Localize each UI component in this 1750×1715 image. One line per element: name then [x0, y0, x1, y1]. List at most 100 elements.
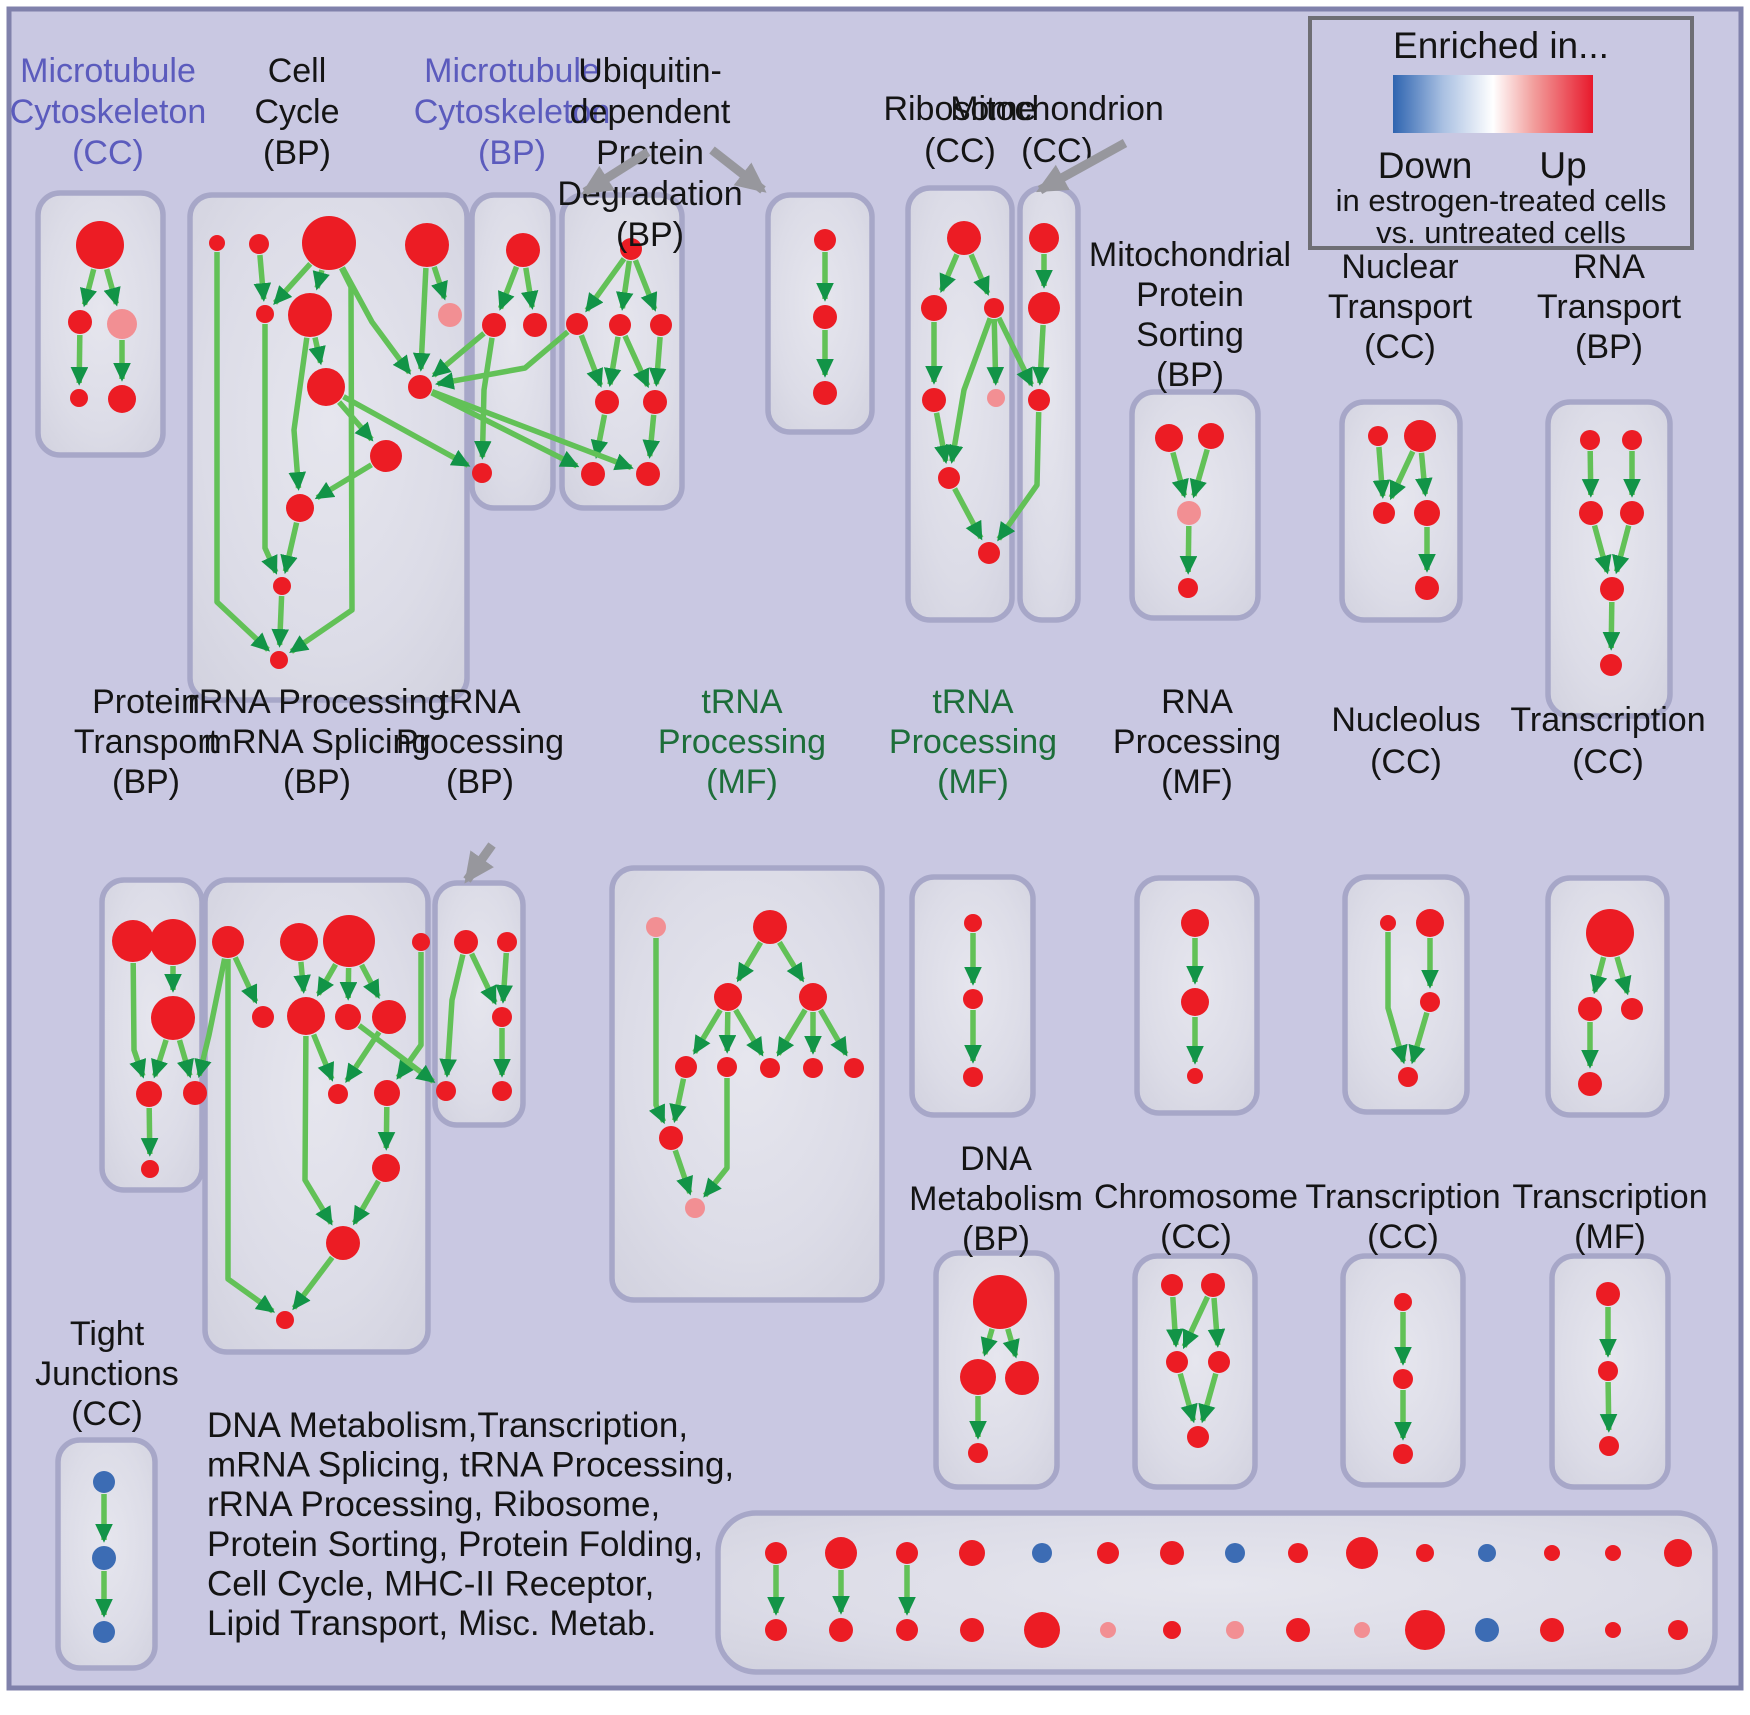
- node-rna-processing-mf-1: [1181, 988, 1209, 1016]
- cluster-label-transcription-mf: Transcription (MF): [1512, 1178, 1707, 1256]
- node-ribosome-3: [922, 388, 946, 412]
- node-misc-clusters-18: [960, 1618, 984, 1642]
- edge-trna-processing-mf-1: [672, 1149, 693, 1196]
- edge-rrna-processing-mrna-splicing: [291, 1255, 335, 1311]
- cluster-label-trna-processing-mf-1: tRNA Processing (MF): [658, 683, 826, 801]
- edge-cell-cycle: [412, 267, 431, 372]
- node-ubiquitin-degradation-1-0: [620, 238, 642, 260]
- edge-ribosome: [938, 253, 960, 294]
- node-cell-cycle-8: [408, 375, 432, 399]
- node-misc-clusters-11: [1478, 1544, 1496, 1562]
- node-cell-cycle-2: [302, 216, 356, 270]
- layer-nodes: [68, 216, 1692, 1650]
- node-ubiquitin-degradation-2-1: [813, 305, 837, 329]
- node-transcription-mf-2: [1599, 1436, 1619, 1456]
- edge-cell-cycle: [431, 266, 448, 301]
- cross-edge: [194, 958, 228, 1079]
- node-ribosome-6: [978, 542, 1000, 564]
- node-misc-clusters-16: [829, 1618, 853, 1642]
- node-transcription-mf-1: [1598, 1361, 1618, 1381]
- node-nucleolus-3: [1398, 1067, 1418, 1087]
- edge-transcription-cc-mid: [1590, 956, 1608, 995]
- node-nuclear-transport-1: [1404, 420, 1436, 452]
- edge-ubiquitin-degradation-1: [590, 414, 609, 459]
- cluster-label-transcription-cc-bottom: Transcription (CC): [1305, 1178, 1500, 1256]
- edge-microtubule-cc: [70, 334, 89, 386]
- edge-ribosome: [933, 412, 952, 465]
- edge-microtubule-cc: [103, 268, 121, 307]
- cluster-box-transcription-cc-mid: [1545, 875, 1670, 1118]
- node-trna-processing-mf-1-10: [685, 1198, 705, 1218]
- node-nuclear-transport-4: [1415, 576, 1439, 600]
- node-cell-cycle-4: [256, 305, 274, 323]
- node-nuclear-transport-3: [1414, 500, 1440, 526]
- cluster-label-transcription-cc-mid: Transcription (CC): [1510, 701, 1705, 781]
- node-cell-cycle-9: [370, 440, 402, 472]
- node-rrna-processing-mrna-splicing-12: [276, 1311, 294, 1329]
- node-transcription-cc-mid-2: [1621, 998, 1643, 1020]
- edge-rrna-processing-mrna-splicing: [225, 959, 276, 1314]
- edge-ribosome: [968, 253, 991, 296]
- cluster-label-mitochondrion: Mitochondrion (CC): [950, 90, 1164, 170]
- node-mitochondrion-2: [1028, 389, 1050, 411]
- legend-subtitle-1: in estrogen-treated cells: [1336, 183, 1667, 218]
- node-rna-transport-2: [1579, 501, 1603, 525]
- node-ubiquitin-degradation-1-3: [650, 314, 672, 336]
- node-misc-clusters-4: [1032, 1543, 1052, 1563]
- legend-subtitle-2: vs. untreated cells: [1376, 215, 1626, 250]
- edge-dna-metabolism: [980, 1328, 998, 1357]
- node-chromosome-0: [1161, 1274, 1183, 1296]
- annotation-pointer-arrow: [709, 146, 767, 194]
- edge-trna-processing-bp: [495, 952, 513, 1004]
- edge-trna-processing-mf-1: [669, 1078, 687, 1124]
- edge-mitochondrial-protein-sorting: [1189, 448, 1210, 499]
- cluster-label-rna-transport: RNA Transport (BP): [1537, 248, 1682, 366]
- edge-rrna-processing-mrna-splicing: [352, 1179, 381, 1226]
- node-rrna-processing-mrna-splicing-11: [326, 1226, 360, 1260]
- node-rrna-processing-mrna-splicing-5: [287, 997, 325, 1035]
- edge-ubiquitin-degradation-1: [615, 260, 634, 311]
- edge-transcription-mf: [1599, 1381, 1618, 1433]
- legend-down-label: Down: [1378, 145, 1473, 186]
- edge-protein-transport: [176, 1039, 194, 1079]
- edge-ubiquitin-degradation-1: [584, 257, 627, 313]
- node-misc-clusters-29: [1668, 1620, 1688, 1640]
- edge-rna-transport: [1591, 524, 1612, 575]
- node-tight-junctions-2: [93, 1621, 115, 1643]
- cluster-label-cell-cycle: Cell Cycle (BP): [254, 52, 339, 172]
- node-nuclear-transport-2: [1373, 502, 1395, 524]
- cluster-label-ubiquitin-degradation-1: Ubiquitin-dependent Protein Degradation (BP…: [557, 52, 742, 254]
- node-trna-processing-mf-1-3: [799, 983, 827, 1011]
- node-chromosome-1: [1201, 1273, 1225, 1297]
- node-misc-clusters-3: [959, 1540, 985, 1566]
- node-rrna-processing-mrna-splicing-4: [252, 1006, 274, 1028]
- node-cell-cycle-7: [307, 368, 345, 406]
- edge-trna-processing-mf-1: [775, 1008, 808, 1057]
- annotation-pointer-arrow: [463, 842, 496, 884]
- node-cell-cycle-6: [438, 303, 462, 327]
- node-transcription-cc-bottom-1: [1393, 1369, 1413, 1389]
- cluster-box-chromosome: [1132, 1253, 1258, 1490]
- edge-nuclear-transport: [1388, 450, 1416, 501]
- cluster-label-nuclear-transport: Nuclear Transport (CC): [1328, 248, 1473, 366]
- node-transcription-mf-0: [1596, 1282, 1620, 1306]
- edge-cell-cycle: [261, 324, 279, 575]
- node-protein-transport-4: [183, 1081, 207, 1105]
- cluster-label-rrna-processing-mrna-splicing: rRNA Processing mRNA Splicing (BP): [188, 683, 447, 801]
- cross-edge: [434, 329, 570, 390]
- node-misc-clusters-0: [765, 1542, 787, 1564]
- node-misc-clusters-24: [1354, 1622, 1370, 1638]
- cluster-label-trna-processing-mf-2: tRNA Processing (MF): [889, 683, 1057, 801]
- node-nucleolus-1: [1416, 909, 1444, 937]
- node-rna-processing-mf-0: [1181, 909, 1209, 937]
- node-misc-clusters-27: [1540, 1618, 1564, 1642]
- node-rna-transport-1: [1622, 430, 1642, 450]
- node-trna-processing-mf-1-6: [760, 1058, 780, 1078]
- edge-protein-transport: [140, 1107, 159, 1157]
- node-trna-processing-bp-4: [492, 1081, 512, 1101]
- node-ribosome-5: [938, 467, 960, 489]
- edge-cell-cycle: [271, 595, 290, 648]
- node-misc-clusters-5: [1097, 1542, 1119, 1564]
